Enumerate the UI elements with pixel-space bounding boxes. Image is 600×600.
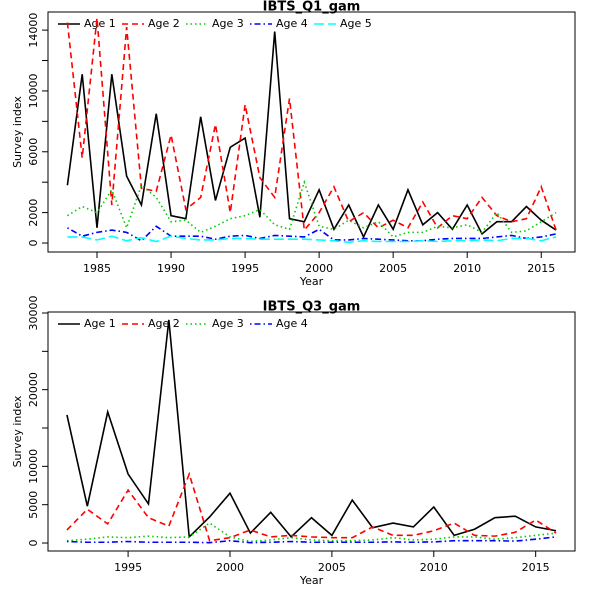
x-tick-label: 2005 [318, 561, 346, 574]
x-tick-label: 2000 [216, 561, 244, 574]
y-tick-label: 10000 [27, 449, 40, 484]
series-line [66, 471, 557, 542]
y-tick-label: 0 [27, 240, 40, 247]
series-line [67, 225, 557, 242]
x-tick-label: 1995 [114, 561, 142, 574]
plot-frame [47, 11, 576, 253]
x-tick-label: 2015 [527, 262, 555, 275]
x-tick-label: 1990 [157, 262, 185, 275]
legend-label: Age 4 [276, 317, 308, 330]
legend-label: Age 3 [212, 17, 244, 30]
legend-label: Age 1 [84, 17, 116, 30]
x-tick-label: 2010 [453, 262, 481, 275]
y-tick-label: 30000 [27, 295, 40, 330]
y-tick-label: 14000 [27, 13, 40, 48]
series-line [66, 31, 557, 239]
series-line [66, 522, 557, 543]
series-line [66, 319, 557, 539]
y-tick-label: 10000 [27, 73, 40, 108]
y-tick-label: 6000 [27, 138, 40, 166]
series-line [66, 17, 557, 233]
legend-label: Age 5 [340, 17, 372, 30]
legend-label: Age 2 [148, 17, 180, 30]
x-axis-label: Year [299, 275, 324, 288]
x-tick-label: 1995 [231, 262, 259, 275]
series-line [67, 235, 557, 244]
y-tick-label: 5000 [27, 491, 40, 519]
y-axis-label: Survey index [11, 96, 24, 168]
legend-label: Age 3 [212, 317, 244, 330]
plot-frame [47, 311, 576, 552]
legend-label: Age 2 [148, 317, 180, 330]
y-tick-label: 20000 [27, 372, 40, 407]
chart-title: IBTS_Q1_gam [263, 0, 361, 15]
legend-label: Age 4 [276, 17, 308, 30]
x-tick-label: 2015 [522, 561, 550, 574]
chart-title: IBTS_Q3_gam [263, 300, 361, 315]
x-tick-label: 1985 [83, 262, 111, 275]
series-line [66, 536, 557, 544]
legend-label: Age 1 [84, 317, 116, 330]
x-tick-label: 2005 [379, 262, 407, 275]
x-axis-label: Year [299, 574, 324, 587]
x-tick-label: 2010 [420, 561, 448, 574]
x-tick-label: 2000 [305, 262, 333, 275]
series-line [66, 179, 557, 238]
y-axis-label: Survey index [11, 395, 24, 467]
y-tick-label: 0 [27, 540, 40, 547]
y-tick-label: 2000 [27, 199, 40, 227]
